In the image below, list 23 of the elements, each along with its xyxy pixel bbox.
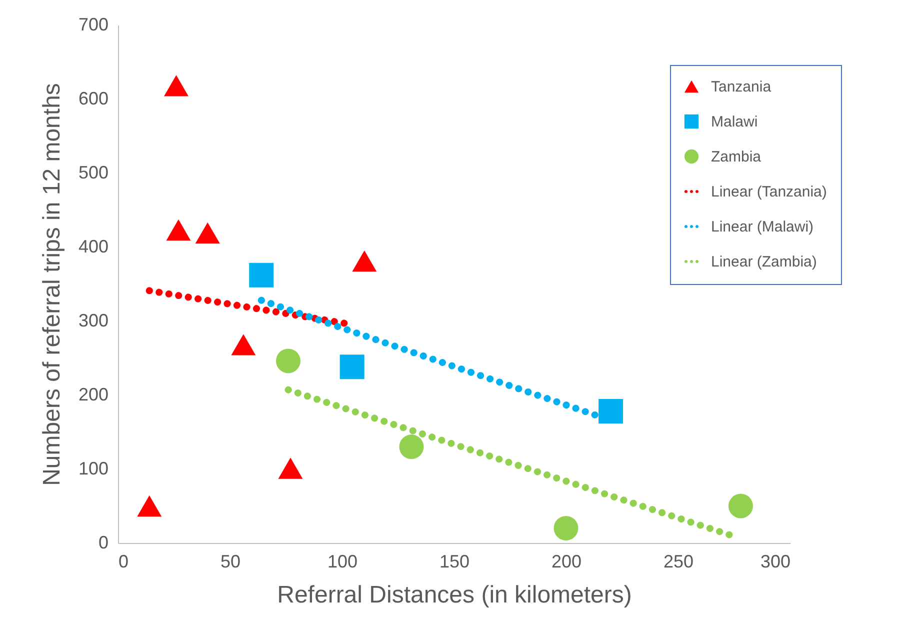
x-tick-label: 250 <box>663 552 694 572</box>
x-tick-label: 0 <box>118 552 129 572</box>
x-tick-label: 300 <box>760 552 790 572</box>
x-tick-label: 50 <box>220 552 241 572</box>
y-tick-label: 400 <box>78 236 108 256</box>
legend-label: Zambia <box>711 148 762 166</box>
y-tick-label: 0 <box>98 532 108 552</box>
legend-label: Tanzania <box>711 78 772 96</box>
x-axis-title: Referral Distances (in kilometers) <box>277 582 632 608</box>
legend-label: Malawi <box>711 114 758 130</box>
legend-label: Linear (Tanzania) <box>711 184 827 200</box>
x-tick-label: 100 <box>327 552 358 572</box>
x-tick-label: 200 <box>551 552 582 572</box>
y-tick-label: 300 <box>78 310 108 330</box>
x-tick-label: 150 <box>439 552 470 572</box>
legend-label: Linear (Malawi) <box>711 218 814 236</box>
y-tick-label: 700 <box>78 14 108 34</box>
legend-label: Linear (Zambia) <box>711 254 817 270</box>
y-axis-title: Numbers of referral trips in 12 months <box>38 83 66 486</box>
y-tick-label: 100 <box>78 458 108 478</box>
y-tick-label: 600 <box>78 88 108 108</box>
y-tick-label: 200 <box>78 384 108 404</box>
y-tick-label: 500 <box>78 162 108 182</box>
